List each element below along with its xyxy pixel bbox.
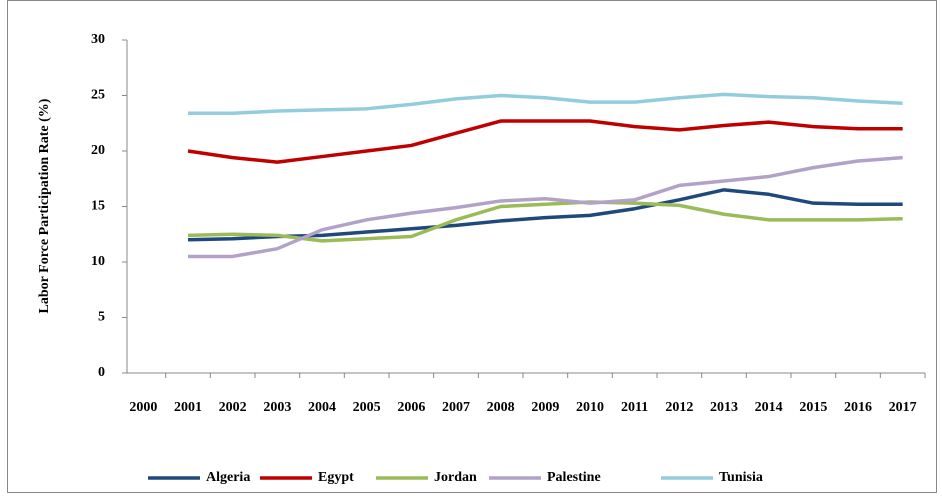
x-tick-label: 2017	[889, 400, 917, 415]
legend-label: Algeria	[206, 470, 250, 485]
x-tick-label: 2013	[710, 400, 738, 415]
x-tick-label: 2012	[665, 400, 693, 415]
y-tick-label: 5	[98, 310, 105, 325]
y-tick-label: 15	[91, 199, 105, 214]
y-tick-label: 20	[91, 143, 105, 158]
x-tick-label: 2000	[129, 400, 157, 415]
y-tick-label: 10	[91, 254, 105, 269]
x-tick-label: 2004	[308, 400, 336, 415]
x-tick-label: 2011	[621, 400, 648, 415]
legend-label: Egypt	[318, 470, 354, 485]
x-tick-label: 2001	[174, 400, 202, 415]
x-tick-label: 2003	[263, 400, 291, 415]
legend-label: Jordan	[434, 470, 477, 485]
x-tick-label: 2002	[219, 400, 247, 415]
legend-label: Palestine	[547, 470, 601, 485]
x-tick-label: 2007	[442, 400, 470, 415]
x-tick-label: 2008	[487, 400, 515, 415]
series-line	[188, 155, 903, 259]
series-line	[188, 92, 903, 116]
legend-label: Tunisia	[719, 470, 763, 485]
series-line	[187, 200, 903, 243]
y-tick-label: 25	[91, 88, 105, 103]
y-axis-label: Labor Force Participation Rate (%)	[37, 98, 52, 313]
x-tick-label: 2010	[576, 400, 604, 415]
x-tick-label: 2016	[844, 400, 872, 415]
x-tick-label: 2014	[755, 400, 783, 415]
x-tick-label: 2015	[799, 400, 827, 415]
series-line	[187, 119, 903, 164]
x-tick-label: 2009	[531, 400, 559, 415]
x-tick-label: 2006	[397, 400, 425, 415]
y-tick-label: 30	[91, 32, 105, 47]
x-tick-label: 2005	[353, 400, 381, 415]
y-tick-label: 0	[98, 365, 105, 380]
chart-frame	[7, 0, 937, 493]
